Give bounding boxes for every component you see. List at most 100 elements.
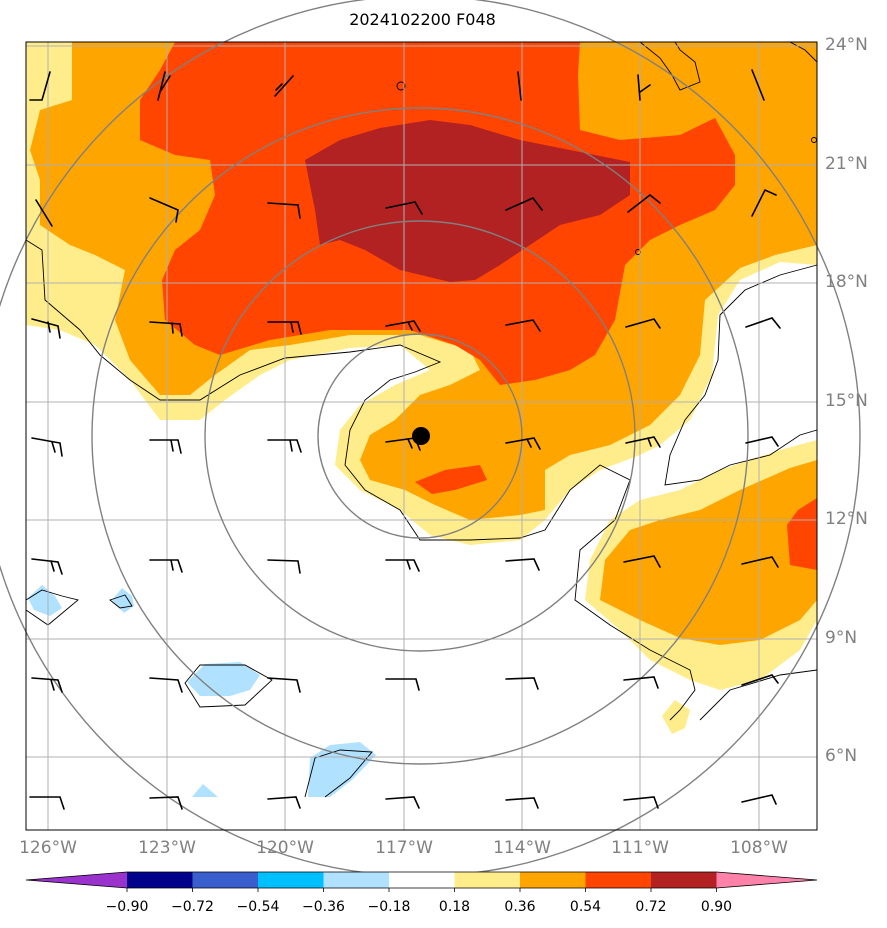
field-pos-054-small <box>415 465 487 494</box>
wind-barb <box>745 436 779 447</box>
colorbar-tick-label: −0.36 <box>302 899 345 915</box>
colorbar-segment <box>389 872 455 888</box>
contour-coast-ne <box>639 41 818 91</box>
lon-label: 120°W <box>256 838 314 858</box>
lat-label: 24°N <box>825 35 868 55</box>
contour-neg-d <box>304 749 373 798</box>
field-pos-054-east <box>787 498 817 570</box>
wind-barb <box>385 796 420 809</box>
lon-label: 117°W <box>375 838 433 858</box>
range-ring-1 <box>317 333 523 539</box>
wind-barb <box>623 676 659 689</box>
wind-barb <box>627 193 661 213</box>
contour-small-ring <box>396 81 406 91</box>
contour-neg-a <box>25 589 79 626</box>
wind-barb <box>517 71 522 101</box>
contour-lines <box>25 41 818 798</box>
lon-label: 114°W <box>493 838 551 858</box>
storm-center-marker <box>412 427 430 445</box>
colorbar-tick-label: −0.54 <box>236 899 280 915</box>
wind-barb <box>267 202 301 219</box>
lat-label: 9°N <box>825 628 858 648</box>
colorbar-segment <box>651 872 717 888</box>
wind-barb <box>385 559 420 572</box>
wind-barb <box>751 188 777 217</box>
wind-barb <box>505 437 541 450</box>
wind-barb <box>505 677 539 690</box>
wind-barb <box>149 197 179 223</box>
field-pos-036-nw <box>26 42 72 160</box>
wind-barb <box>741 794 777 805</box>
wind-barb <box>505 319 541 332</box>
colorbar-segment <box>127 872 193 888</box>
colorbar-tick-label: 0.90 <box>700 899 733 915</box>
wind-barb <box>741 556 779 568</box>
colorbar-segment <box>585 872 651 888</box>
wind-barb <box>267 796 301 809</box>
wind-barb <box>31 318 61 339</box>
map-frame-group <box>0 0 861 877</box>
wind-barb <box>31 437 63 457</box>
colorbar-tick-label: −0.18 <box>367 899 411 915</box>
lon-label: 108°W <box>730 838 788 858</box>
range-ring-2 <box>204 220 636 652</box>
map-frame <box>25 41 818 831</box>
contour-se <box>699 669 818 721</box>
colorbar-tick-label: −0.72 <box>171 899 214 915</box>
colorbar-segment <box>258 872 324 888</box>
field-pos-036-east <box>600 460 817 645</box>
wind-barb <box>29 71 51 101</box>
wind-barb <box>385 320 421 332</box>
contour-main <box>25 239 696 721</box>
wind-barb <box>505 197 543 211</box>
wind-barb <box>745 317 781 329</box>
wind-barb <box>31 558 63 575</box>
contour-neg-b <box>109 594 133 609</box>
range-ring-3 <box>91 107 749 765</box>
contour-east <box>664 264 818 486</box>
map-title: 2024102200 F048 <box>349 10 496 29</box>
wind-barb <box>149 677 183 693</box>
wind-barb <box>149 321 183 337</box>
colorbar-tick-label: 0.18 <box>438 899 471 915</box>
wind-barb <box>157 71 171 101</box>
lon-label: 123°W <box>138 838 196 858</box>
wind-barb <box>29 796 65 810</box>
field-neg-018-c <box>187 662 260 696</box>
wind-barb <box>149 559 183 573</box>
colorbar-segment <box>192 872 258 888</box>
field-neg-018-e <box>192 784 218 797</box>
colorbar-tick-label: 0.72 <box>635 899 667 915</box>
colorbar-extend-high <box>716 872 817 888</box>
colorbar <box>25 871 818 892</box>
wind-barb <box>149 439 182 454</box>
wind-barb <box>31 677 63 693</box>
wind-barb <box>149 796 183 810</box>
lon-label: 126°W <box>19 838 77 858</box>
wind-barb <box>274 75 294 97</box>
colorbar-tick-label: 0.36 <box>504 899 536 915</box>
colorbar-segment <box>454 872 520 888</box>
lat-label: 12°N <box>825 509 868 529</box>
wind-barb <box>267 559 301 574</box>
contour-neg-c <box>184 664 273 708</box>
field-neg-018-d <box>308 742 376 797</box>
colorbar-segment <box>520 872 586 888</box>
wind-barb <box>267 677 301 693</box>
field-neg-018-a <box>28 585 62 616</box>
colorbar-segment <box>323 872 389 888</box>
wind-barbs <box>29 69 781 810</box>
field-pos-018-blob <box>662 700 690 734</box>
wind-barb <box>505 558 540 571</box>
wind-barb <box>625 318 661 329</box>
wind-barb <box>385 678 420 691</box>
wind-barb <box>267 439 302 453</box>
lat-label: 15°N <box>825 391 868 411</box>
wind-barb <box>505 797 539 809</box>
wind-barb <box>741 674 779 686</box>
lat-label: 18°N <box>825 272 868 292</box>
wind-barb <box>385 201 423 215</box>
colorbar-tick-label: −0.90 <box>105 899 149 915</box>
colorbar-tick-label: 0.54 <box>569 899 602 915</box>
